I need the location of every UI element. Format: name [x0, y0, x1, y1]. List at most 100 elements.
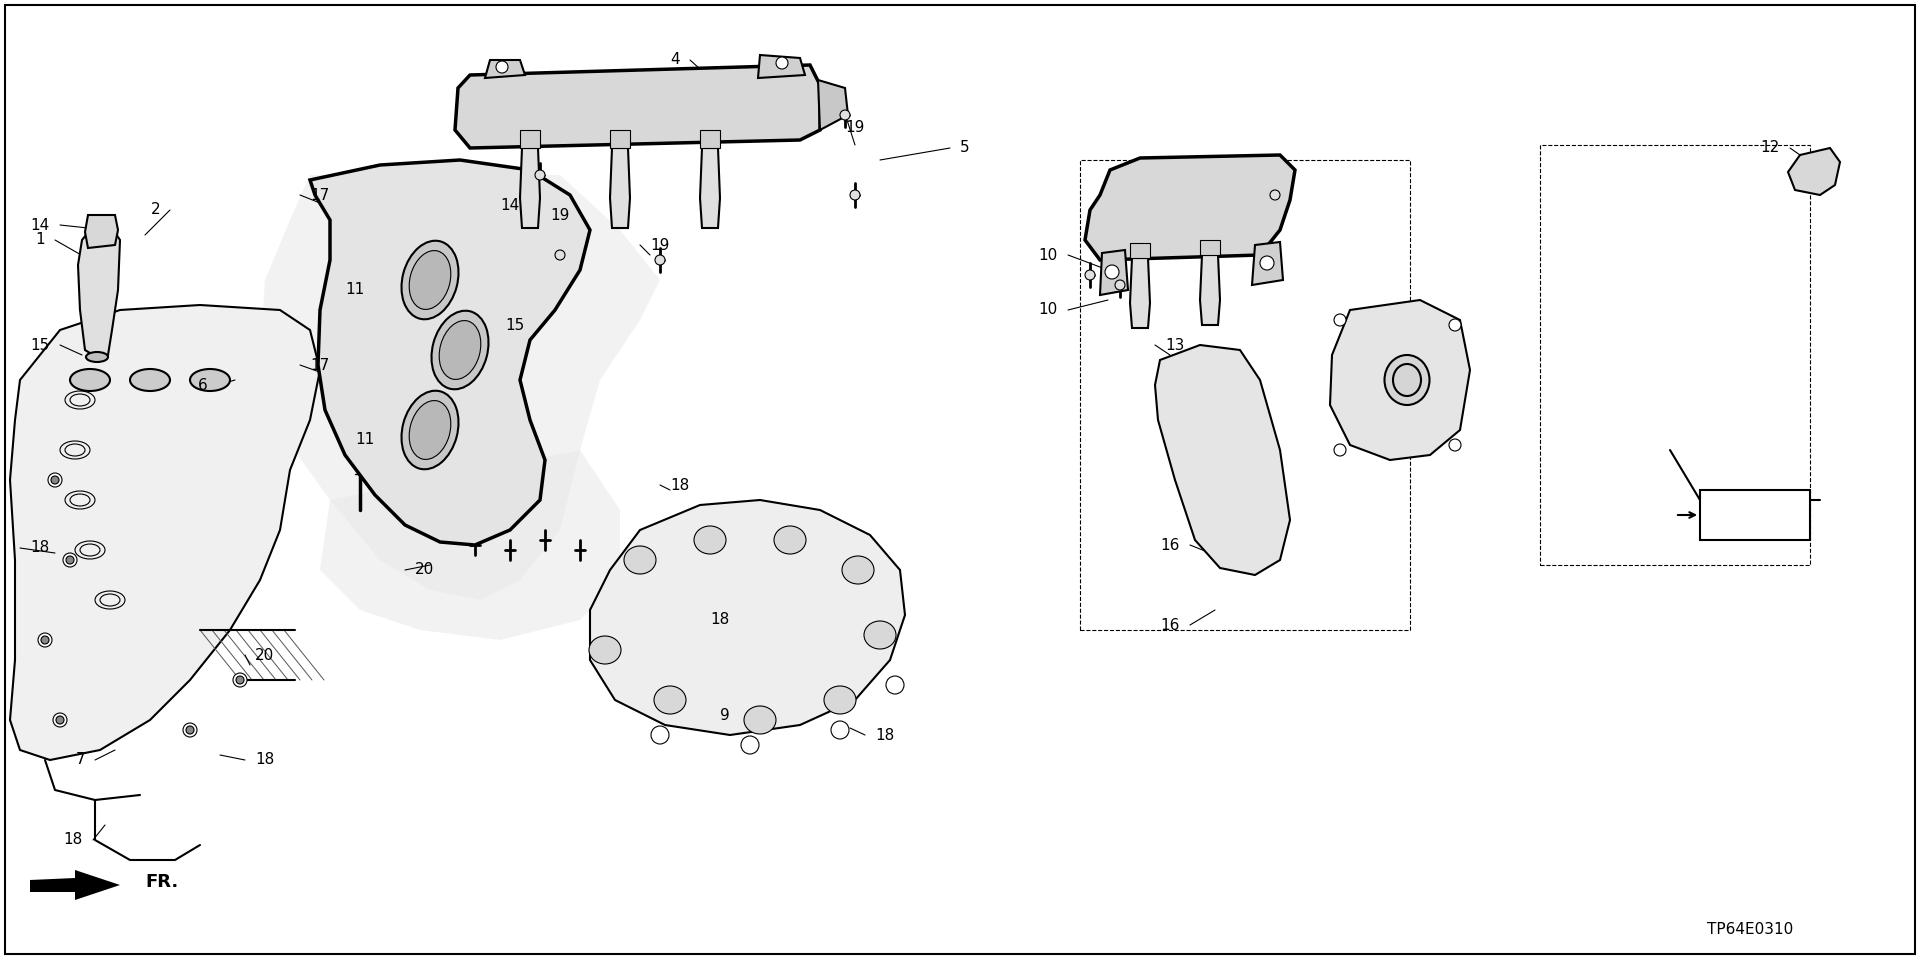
Polygon shape — [1085, 155, 1294, 260]
Text: 16: 16 — [1160, 618, 1181, 633]
Text: TP64E0310: TP64E0310 — [1707, 923, 1793, 938]
Circle shape — [655, 255, 664, 265]
Text: B-4-10: B-4-10 — [1724, 519, 1786, 537]
Text: 6: 6 — [198, 378, 207, 392]
Circle shape — [54, 713, 67, 727]
Ellipse shape — [745, 706, 776, 734]
Circle shape — [232, 673, 248, 687]
Polygon shape — [10, 305, 321, 760]
Text: 7: 7 — [75, 753, 84, 767]
Polygon shape — [79, 225, 119, 358]
Text: 10: 10 — [1039, 302, 1058, 317]
Ellipse shape — [864, 621, 897, 649]
Text: 19: 19 — [651, 238, 670, 252]
Circle shape — [536, 170, 545, 180]
Circle shape — [52, 476, 60, 484]
Circle shape — [1334, 444, 1346, 456]
Circle shape — [851, 190, 860, 200]
Text: 19: 19 — [549, 207, 570, 222]
Text: 17: 17 — [309, 188, 328, 202]
Polygon shape — [701, 148, 720, 228]
Bar — [1200, 240, 1219, 255]
Text: 18: 18 — [31, 541, 50, 555]
Text: 11: 11 — [346, 283, 365, 297]
Polygon shape — [818, 80, 849, 130]
Text: 20: 20 — [255, 647, 275, 663]
Polygon shape — [589, 500, 904, 735]
Text: 12: 12 — [1761, 141, 1780, 155]
Polygon shape — [1131, 258, 1150, 328]
Text: 5: 5 — [960, 141, 970, 155]
Circle shape — [1085, 270, 1094, 280]
Ellipse shape — [589, 636, 620, 664]
Circle shape — [1334, 314, 1346, 326]
Polygon shape — [1331, 300, 1471, 460]
Circle shape — [236, 676, 244, 684]
Ellipse shape — [409, 401, 451, 459]
Polygon shape — [259, 175, 660, 600]
Circle shape — [1269, 190, 1281, 200]
Polygon shape — [309, 160, 589, 545]
Circle shape — [651, 726, 668, 744]
Ellipse shape — [401, 241, 459, 319]
Ellipse shape — [432, 311, 488, 389]
Polygon shape — [1699, 490, 1811, 540]
Text: 17: 17 — [309, 358, 328, 372]
Polygon shape — [1100, 250, 1129, 295]
Circle shape — [1260, 256, 1275, 270]
Text: 13: 13 — [1165, 338, 1185, 353]
Circle shape — [1450, 319, 1461, 331]
Text: 18: 18 — [876, 728, 895, 742]
Circle shape — [186, 726, 194, 734]
Text: 3: 3 — [461, 112, 470, 128]
Ellipse shape — [131, 369, 171, 391]
Polygon shape — [321, 450, 620, 640]
Ellipse shape — [409, 250, 451, 310]
Text: 2: 2 — [150, 202, 159, 218]
Polygon shape — [1200, 255, 1219, 325]
Circle shape — [741, 736, 758, 754]
Circle shape — [56, 716, 63, 724]
Ellipse shape — [655, 686, 685, 714]
Circle shape — [885, 676, 904, 694]
Polygon shape — [520, 148, 540, 228]
Circle shape — [40, 636, 50, 644]
Text: 16: 16 — [1160, 537, 1181, 552]
Circle shape — [831, 721, 849, 739]
Bar — [1131, 243, 1150, 258]
Text: 14: 14 — [499, 198, 518, 213]
Polygon shape — [611, 148, 630, 228]
Text: 11: 11 — [355, 433, 374, 448]
Text: 8: 8 — [426, 412, 436, 428]
Text: FR.: FR. — [146, 873, 179, 891]
Circle shape — [1116, 280, 1125, 290]
Circle shape — [182, 723, 198, 737]
Circle shape — [63, 553, 77, 567]
Text: 15: 15 — [31, 338, 50, 353]
Circle shape — [495, 61, 509, 73]
Text: 18: 18 — [63, 832, 83, 848]
Ellipse shape — [69, 369, 109, 391]
Polygon shape — [1156, 345, 1290, 575]
Polygon shape — [455, 65, 820, 148]
Circle shape — [776, 57, 787, 69]
Ellipse shape — [190, 369, 230, 391]
Text: 18: 18 — [255, 753, 275, 767]
Bar — [1079, 160, 1409, 630]
Circle shape — [48, 473, 61, 487]
Text: 18: 18 — [670, 478, 689, 493]
Circle shape — [555, 250, 564, 260]
Text: 9: 9 — [720, 708, 730, 722]
Bar — [701, 130, 720, 148]
Bar — [611, 130, 630, 148]
Polygon shape — [486, 60, 524, 78]
Ellipse shape — [86, 352, 108, 362]
Polygon shape — [1252, 242, 1283, 285]
Text: 18: 18 — [710, 613, 730, 627]
Text: 10: 10 — [1039, 247, 1058, 263]
Text: 4: 4 — [670, 53, 680, 67]
Ellipse shape — [843, 556, 874, 584]
Polygon shape — [758, 55, 804, 78]
Ellipse shape — [440, 320, 480, 380]
Ellipse shape — [824, 686, 856, 714]
